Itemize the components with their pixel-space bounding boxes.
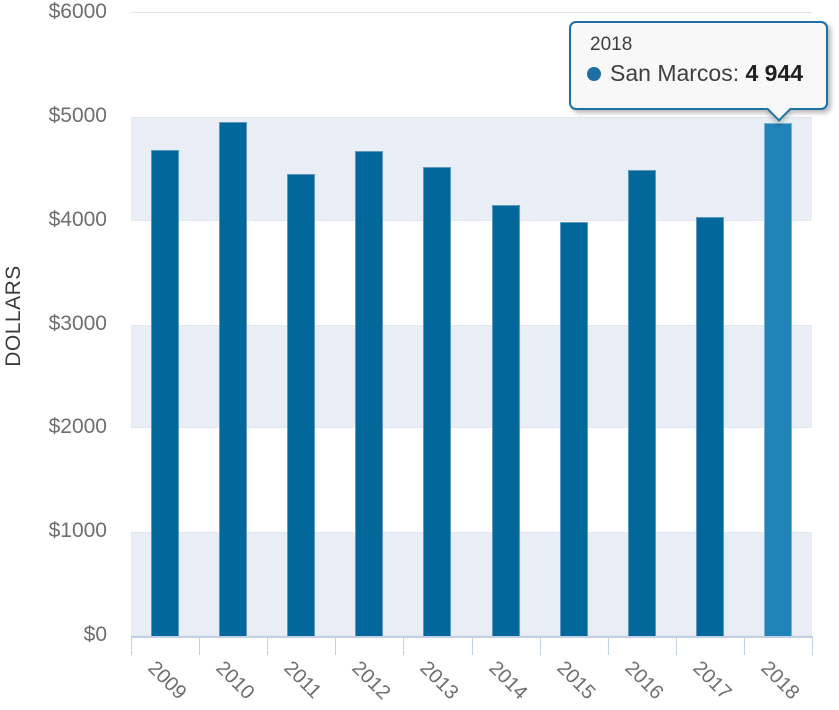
x-tick-mark: [403, 636, 405, 655]
x-tick-label-2009: 2009: [143, 657, 191, 705]
bar-2009[interactable]: [151, 150, 180, 636]
tooltip-value: 4 944: [745, 60, 804, 86]
bar-2017[interactable]: [695, 217, 724, 636]
y-tick-label: $1000: [48, 519, 107, 543]
y-tick-label: $6000: [48, 0, 107, 23]
y-tick-label: $3000: [48, 311, 107, 335]
tooltip: 2018 San Marcos: 4 944: [569, 21, 828, 122]
tooltip-title: 2018: [590, 34, 633, 55]
x-tick-mark: [812, 636, 813, 655]
x-tick-mark: [607, 636, 609, 655]
bar-2010[interactable]: [219, 121, 248, 636]
bar-2018[interactable]: [763, 122, 792, 636]
x-tick-label-2010: 2010: [211, 657, 259, 705]
y-tick-label: $0: [83, 623, 107, 646]
x-tick-label-2015: 2015: [552, 657, 600, 705]
bar-2016[interactable]: [627, 170, 656, 636]
tooltip-series-line: San Marcos: 4 944: [587, 60, 826, 87]
bar-2015[interactable]: [559, 221, 588, 636]
x-tick-label-2011: 2011: [279, 657, 326, 703]
tooltip-series-label: San Marcos:: [610, 60, 746, 86]
x-tick-mark: [471, 636, 473, 655]
bar-2013[interactable]: [423, 166, 452, 636]
x-tick-label-2016: 2016: [620, 657, 668, 705]
x-tick-label-2014: 2014: [483, 657, 532, 705]
bar-2011[interactable]: [287, 173, 316, 636]
x-tick-mark: [131, 636, 132, 655]
x-tick-mark: [267, 636, 269, 655]
x-tick-mark: [743, 636, 745, 655]
y-tick-label: $5000: [48, 103, 107, 127]
x-tick-mark: [335, 636, 337, 655]
x-tick-mark: [539, 636, 541, 655]
x-tick-label-2018: 2018: [756, 657, 804, 705]
bar-2014[interactable]: [491, 204, 520, 636]
x-tick-label-2012: 2012: [347, 657, 395, 705]
bar-2012[interactable]: [355, 151, 384, 636]
x-tick-mark: [675, 636, 677, 655]
x-tick-mark: [199, 636, 201, 655]
y-tick-label: $4000: [48, 207, 107, 231]
series-marker-dot-icon: [587, 66, 601, 81]
y-tick-label: $2000: [48, 415, 107, 439]
plot-area: [131, 12, 812, 638]
x-tick-label-2017: 2017: [688, 657, 736, 705]
x-tick-label-2013: 2013: [415, 657, 463, 705]
y-axis-tick-labels: $0 $1000 $2000 $3000 $4000 $5000 $6000: [0, 0, 107, 710]
